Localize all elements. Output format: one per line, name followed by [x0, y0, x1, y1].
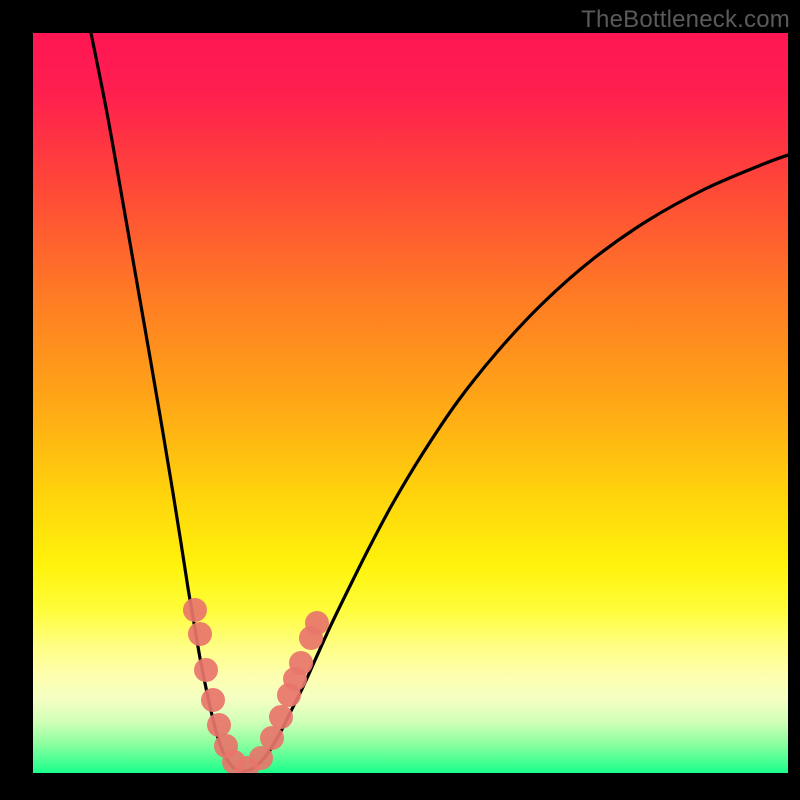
- data-marker: [188, 622, 212, 646]
- gradient-background: [33, 33, 788, 773]
- data-marker: [194, 658, 218, 682]
- data-marker: [269, 705, 293, 729]
- data-marker: [289, 651, 313, 675]
- data-marker: [305, 611, 329, 635]
- data-marker: [183, 598, 207, 622]
- data-marker: [260, 726, 284, 750]
- plot-svg: [33, 33, 788, 773]
- data-marker: [201, 688, 225, 712]
- data-marker: [207, 713, 231, 737]
- plot-area: [33, 33, 788, 773]
- chart-frame: TheBottleneck.com: [0, 0, 800, 800]
- watermark-text: TheBottleneck.com: [581, 6, 790, 34]
